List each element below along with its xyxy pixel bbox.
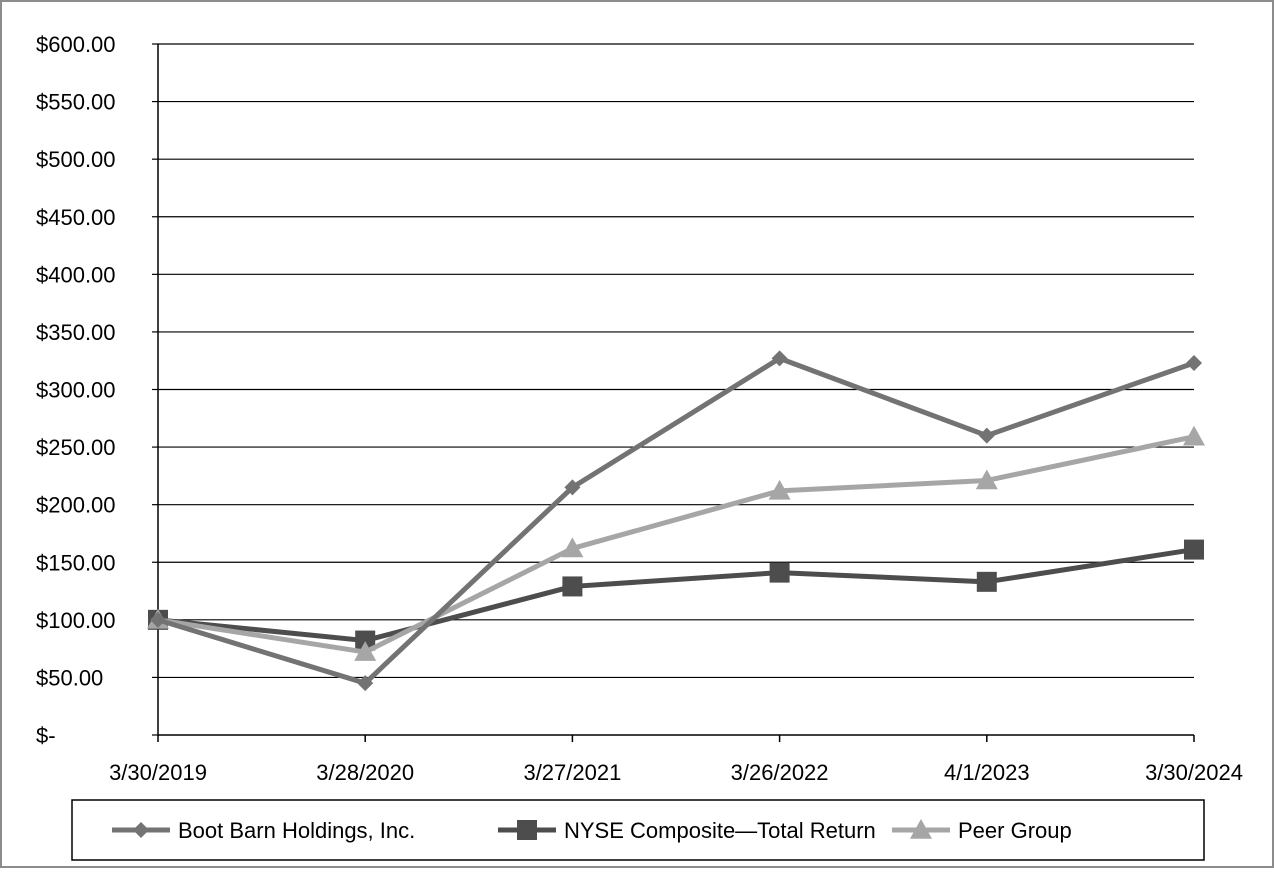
series-line (157, 434, 1195, 655)
y-tick-label: $350.00 (36, 320, 116, 345)
legend-box (71, 799, 1205, 861)
data-point-triangle (354, 641, 377, 661)
data-point-square (562, 576, 583, 597)
data-point-triangle (1183, 425, 1205, 446)
y-tick-label: $- (36, 723, 56, 748)
data-point-triangle (561, 537, 584, 558)
y-axis-tick-labels: $- $50.00 $100.00 $150.00 $200.00 $250.00 $300… (36, 32, 116, 748)
x-tick-label: 3/28/2020 (316, 760, 414, 785)
data-point-square (769, 562, 790, 583)
series-line (157, 355, 1195, 686)
legend-swatch-marker (910, 819, 932, 839)
y-tick-label: $50.00 (36, 665, 103, 690)
series-diamond (150, 350, 1202, 692)
y-tick-label: $100.00 (36, 608, 116, 633)
legend: Boot Barn Holdings, Inc. NYSE Composite—T… (71, 799, 1205, 861)
y-tick-label: $600.00 (36, 32, 116, 57)
data-point-triangle (975, 469, 998, 490)
y-tick-label: $450.00 (36, 205, 116, 230)
x-tick-label: 4/1/2023 (944, 760, 1030, 785)
y-tick-label: $250.00 (36, 435, 116, 460)
data-point-diamond (357, 675, 374, 692)
y-tick-label: $400.00 (36, 262, 116, 287)
gridlines (158, 43, 1194, 679)
y-tick-label: $150.00 (36, 550, 116, 575)
data-point-diamond (978, 427, 995, 444)
data-point-diamond (564, 479, 581, 496)
x-tick-label: 3/27/2021 (523, 760, 621, 785)
y-tick-label: $550.00 (36, 90, 116, 115)
x-axis-tick-labels: 3/30/2019 3/28/2020 3/27/2021 3/26/2022 4/1/… (109, 760, 1243, 785)
y-tick-label: $500.00 (36, 147, 116, 172)
data-point-diamond (1186, 355, 1202, 372)
legend-swatch-marker (517, 820, 537, 840)
legend-label: NYSE Composite—Total Return (564, 818, 876, 843)
data-point-square (355, 630, 376, 651)
series-square (148, 539, 1204, 651)
legend-swatch-marker (133, 822, 149, 838)
y-tick-label: $200.00 (36, 493, 116, 518)
series-lines (147, 350, 1205, 692)
data-point-diamond (771, 350, 788, 367)
data-point-square (976, 571, 997, 592)
x-tick-label: 3/30/2019 (109, 760, 207, 785)
y-tick-label: $300.00 (36, 378, 116, 403)
legend-label: Peer Group (958, 818, 1072, 843)
data-point-triangle (768, 479, 791, 500)
series-line (157, 547, 1195, 644)
data-point-diamond (150, 611, 166, 628)
x-tick-label: 3/26/2022 (731, 760, 829, 785)
legend-label: Boot Barn Holdings, Inc. (178, 818, 415, 843)
series-triangle (147, 425, 1205, 661)
data-point-square (1184, 539, 1204, 560)
x-tick-label: 3/30/2024 (1145, 760, 1243, 785)
